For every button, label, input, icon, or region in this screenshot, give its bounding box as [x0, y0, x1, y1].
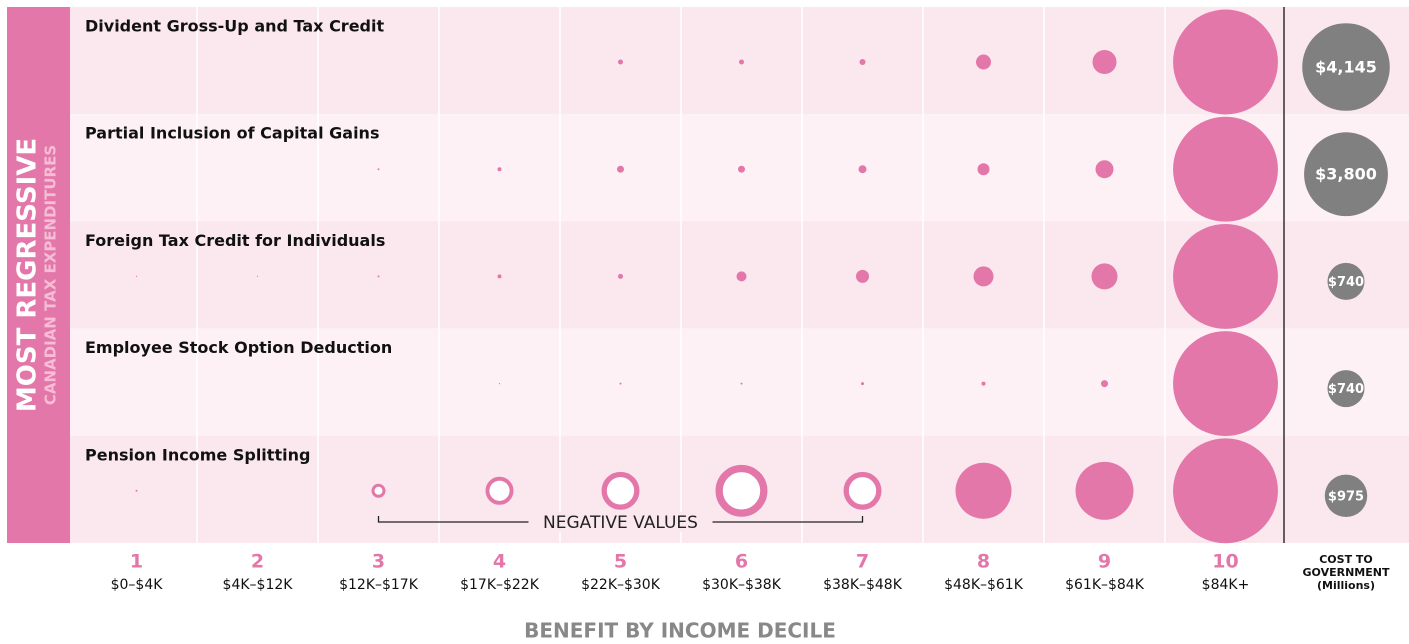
bubble	[618, 59, 623, 65]
decile-number: 1	[130, 551, 143, 573]
cost-bubble	[1324, 474, 1368, 518]
cost-label: $975	[1328, 489, 1364, 504]
negative-bubble	[371, 483, 386, 498]
bubble	[740, 382, 743, 385]
bubble	[498, 383, 501, 385]
bubble	[1173, 116, 1278, 222]
bubble	[738, 165, 745, 173]
cost-label: $740	[1328, 382, 1364, 397]
decile-range: $17K–$22K	[460, 577, 540, 593]
bubble	[135, 489, 138, 492]
decile-range: $48K–$61K	[944, 577, 1024, 593]
row-title: Pension Income Splitting	[85, 445, 310, 464]
cost-bubble	[1302, 23, 1390, 111]
bubble	[736, 271, 747, 282]
bubble	[1095, 160, 1114, 179]
bubble	[861, 382, 864, 386]
decile-number: 5	[614, 551, 627, 573]
bubble	[981, 381, 986, 386]
decile-number: 6	[735, 551, 748, 573]
bubble	[977, 163, 990, 176]
bubble	[859, 59, 866, 65]
decile-number: 7	[856, 551, 869, 573]
cost-label: $4,145	[1315, 58, 1377, 77]
bubble	[497, 167, 502, 172]
bubble	[1173, 438, 1278, 544]
cost-title: GOVERNMENT	[1303, 566, 1390, 579]
bubble	[1173, 223, 1278, 329]
bubble	[497, 274, 502, 279]
side-band	[7, 7, 70, 543]
bubble	[618, 273, 623, 279]
decile-range: $22K–$30K	[581, 577, 661, 593]
bubble	[256, 275, 259, 277]
side-subtitle: CANADIAN TAX EXPENDITURES	[42, 145, 60, 405]
bubble	[1101, 380, 1108, 388]
x-axis-label: BENEFIT BY INCOME DECILE	[524, 619, 836, 643]
decile-number: 4	[493, 551, 506, 573]
row-title: Partial Inclusion of Capital Gains	[85, 124, 379, 143]
decile-range: $84K+	[1202, 577, 1250, 593]
negative-label: NEGATIVE VALUES	[543, 513, 698, 533]
negative-label-bg	[528, 512, 713, 532]
bubble	[619, 382, 622, 385]
side-titles: MOST REGRESSIVE CANADIAN TAX EXPENDITURE…	[13, 138, 60, 412]
decile-number: 9	[1098, 551, 1111, 573]
side-title: MOST REGRESSIVE	[13, 138, 43, 412]
negative-bubble	[601, 471, 640, 510]
decile-range: $0–$4K	[111, 577, 164, 593]
bubble	[1173, 9, 1278, 115]
bubble	[1092, 50, 1117, 74]
decile-number: 10	[1212, 551, 1238, 573]
bubble	[976, 54, 991, 70]
row-title: Employee Stock Option Deduction	[85, 338, 392, 357]
bubble	[135, 275, 138, 277]
negative-bubble	[843, 471, 882, 510]
bubble	[377, 168, 380, 171]
row-title: Divident Gross-Up and Tax Credit	[85, 17, 384, 36]
decile-range: $38K–$48K	[823, 577, 903, 593]
decile-range: $61K–$84K	[1065, 577, 1145, 593]
row-title: Foreign Tax Credit for Individuals	[85, 231, 385, 250]
bubble	[739, 59, 744, 65]
bubble	[1173, 331, 1278, 437]
negative-bubble	[715, 464, 768, 517]
bubble	[1075, 461, 1134, 520]
bubble	[617, 165, 624, 173]
cost-title: COST TO	[1319, 553, 1373, 566]
bubble	[856, 269, 869, 283]
cost-bubble	[1327, 370, 1365, 408]
decile-range: $4K–$12K	[223, 577, 294, 593]
cost-bubble	[1304, 132, 1388, 217]
decile-range: $30K–$38K	[702, 577, 782, 593]
bubble	[973, 266, 994, 287]
decile-number: 8	[977, 551, 990, 573]
decile-number: 2	[251, 551, 264, 573]
negative-bubble	[485, 476, 514, 505]
bubble	[377, 275, 380, 278]
decile-range: $12K–$17K	[339, 577, 419, 593]
bubble	[955, 462, 1012, 519]
decile-number: 3	[372, 551, 385, 573]
cost-label: $740	[1328, 275, 1364, 290]
bubble	[858, 165, 867, 174]
cost-title: (Millions)	[1317, 579, 1375, 592]
cost-bubble	[1327, 262, 1365, 300]
cost-label: $3,800	[1315, 165, 1377, 184]
bubble	[1091, 263, 1118, 290]
